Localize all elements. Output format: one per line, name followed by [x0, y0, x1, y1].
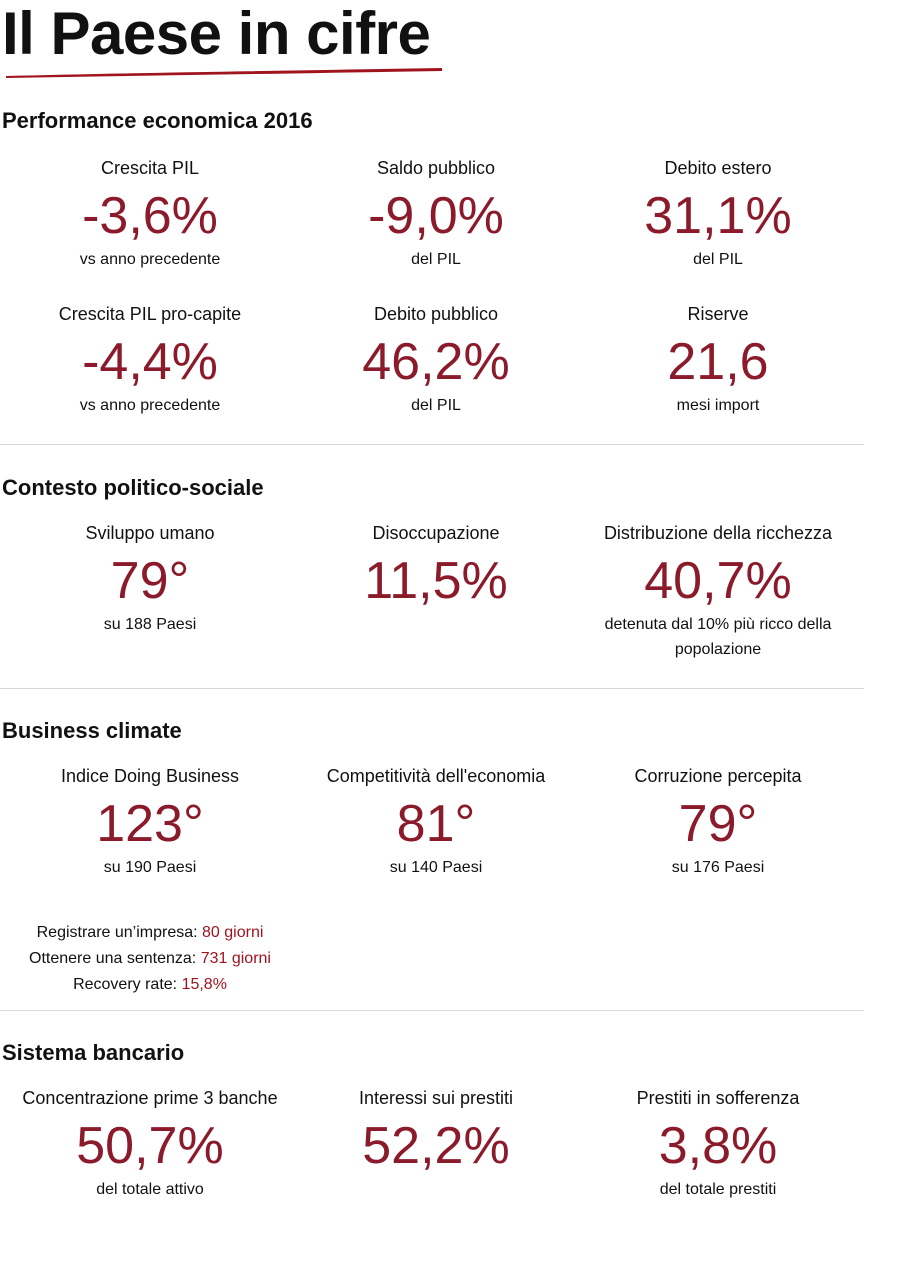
- section-divider: [0, 688, 864, 689]
- title-underline: [6, 68, 442, 78]
- section-title: Business climate: [2, 718, 182, 743]
- kpi-value: -3,6%: [82, 187, 218, 245]
- kpi-label: Disoccupazione: [372, 523, 500, 543]
- kpi-value: 31,1%: [644, 187, 792, 245]
- detail-value: 15,8%: [181, 976, 227, 993]
- kpi-interessi-prestiti: Interessi sui prestiti 52,2%: [291, 1087, 581, 1175]
- section-divider: [0, 444, 864, 445]
- section-title: Sistema bancario: [2, 1040, 185, 1065]
- kpi-label: Prestiti in sofferenza: [636, 1088, 800, 1108]
- kpi-value: 79°: [678, 795, 758, 853]
- kpi-corruzione-percepita: Corruzione percepita 79° su 176 Paesi: [573, 765, 863, 880]
- kpi-label: Crescita PIL: [100, 158, 200, 178]
- kpi-distribuzione-ricchezza: Distribuzione della ricchezza 40,7% dete…: [573, 522, 863, 662]
- kpi-note: detenuta dal 10% più ricco della popolaz…: [604, 616, 832, 658]
- section-sistema-bancario: Sistema bancario Concentrazione prime 3 …: [0, 1040, 922, 1240]
- kpi-disoccupazione: Disoccupazione 11,5%: [291, 522, 581, 610]
- kpi-note: del totale attivo: [96, 1181, 204, 1198]
- kpi-label: Debito estero: [664, 158, 772, 178]
- kpi-note: vs anno precedente: [79, 397, 221, 414]
- kpi-value: 40,7%: [644, 552, 792, 610]
- kpi-label: Crescita PIL pro-capite: [58, 304, 242, 324]
- kpi-label: Saldo pubblico: [376, 158, 496, 178]
- kpi-label: Indice Doing Business: [60, 766, 240, 786]
- kpi-crescita-pil: Crescita PIL -3,6% vs anno precedente: [5, 157, 295, 272]
- section-divider: [0, 1010, 864, 1011]
- kpi-crescita-pil-pro-capite: Crescita PIL pro-capite -4,4% vs anno pr…: [5, 303, 295, 418]
- section-title: Performance economica 2016: [2, 108, 313, 133]
- kpi-indice-doing-business: Indice Doing Business 123° su 190 Paesi: [5, 765, 295, 880]
- kpi-value: 46,2%: [362, 333, 510, 391]
- doing-business-details: Registrare un’impresa: 80 giorni Ottener…: [0, 920, 300, 998]
- kpi-concentrazione-banche: Concentrazione prime 3 banche 50,7% del …: [5, 1087, 295, 1202]
- kpi-saldo-pubblico: Saldo pubblico -9,0% del PIL: [291, 157, 581, 272]
- detail-value: 80 giorni: [202, 924, 264, 941]
- detail-label: Registrare un’impresa:: [36, 924, 198, 941]
- kpi-debito-estero: Debito estero 31,1% del PIL: [573, 157, 863, 272]
- kpi-value: 79°: [110, 552, 190, 610]
- kpi-value: 81°: [396, 795, 476, 853]
- kpi-note: su 190 Paesi: [103, 859, 197, 876]
- detail-value: 731 giorni: [200, 950, 271, 967]
- kpi-value: 50,7%: [76, 1117, 224, 1175]
- detail-ottenere-sentenza: Ottenere una sentenza: 731 giorni: [0, 946, 300, 972]
- kpi-note: del PIL: [411, 397, 461, 414]
- detail-label: Recovery rate:: [73, 976, 178, 993]
- section-business-climate: Business climate Indice Doing Business 1…: [0, 718, 922, 1008]
- kpi-sviluppo-umano: Sviluppo umano 79° su 188 Paesi: [5, 522, 295, 637]
- kpi-label: Debito pubblico: [373, 304, 499, 324]
- kpi-label: Interessi sui prestiti: [358, 1088, 514, 1108]
- kpi-note: vs anno precedente: [79, 251, 221, 268]
- kpi-competitivita-economia: Competitività dell'economia 81° su 140 P…: [291, 765, 581, 880]
- kpi-value: -4,4%: [82, 333, 218, 391]
- kpi-value: 11,5%: [364, 552, 508, 610]
- section-politico-sociale: Contesto politico-sociale Sviluppo umano…: [0, 475, 922, 685]
- kpi-note: del PIL: [693, 251, 743, 268]
- section-performance: Performance economica 2016 Crescita PIL …: [0, 108, 922, 444]
- kpi-value: 52,2%: [362, 1117, 510, 1175]
- kpi-label: Sviluppo umano: [85, 523, 215, 543]
- kpi-note: del totale prestiti: [659, 1181, 777, 1198]
- kpi-label: Riserve: [687, 304, 749, 324]
- detail-registrare-impresa: Registrare un’impresa: 80 giorni: [0, 920, 300, 946]
- kpi-value: 3,8%: [658, 1117, 778, 1175]
- kpi-label: Concentrazione prime 3 banche: [22, 1088, 278, 1108]
- detail-label: Ottenere una sentenza:: [29, 950, 197, 967]
- kpi-prestiti-sofferenza: Prestiti in sofferenza 3,8% del totale p…: [573, 1087, 863, 1202]
- kpi-value: 21,6: [667, 333, 769, 391]
- detail-recovery-rate: Recovery rate: 15,8%: [0, 972, 300, 998]
- kpi-debito-pubblico: Debito pubblico 46,2% del PIL: [291, 303, 581, 418]
- kpi-note: su 188 Paesi: [103, 616, 197, 633]
- kpi-value: 123°: [96, 795, 204, 853]
- kpi-label: Corruzione percepita: [634, 766, 802, 786]
- kpi-note: su 176 Paesi: [671, 859, 765, 876]
- kpi-note: mesi import: [676, 397, 760, 414]
- section-title: Contesto politico-sociale: [2, 475, 264, 500]
- kpi-riserve: Riserve 21,6 mesi import: [573, 303, 863, 418]
- kpi-note: su 140 Paesi: [389, 859, 483, 876]
- kpi-note: del PIL: [411, 251, 461, 268]
- page-title: Il Paese in cifre: [2, 0, 431, 67]
- kpi-label: Competitività dell'economia: [326, 766, 546, 786]
- kpi-value: -9,0%: [368, 187, 504, 245]
- kpi-label: Distribuzione della ricchezza: [603, 523, 833, 543]
